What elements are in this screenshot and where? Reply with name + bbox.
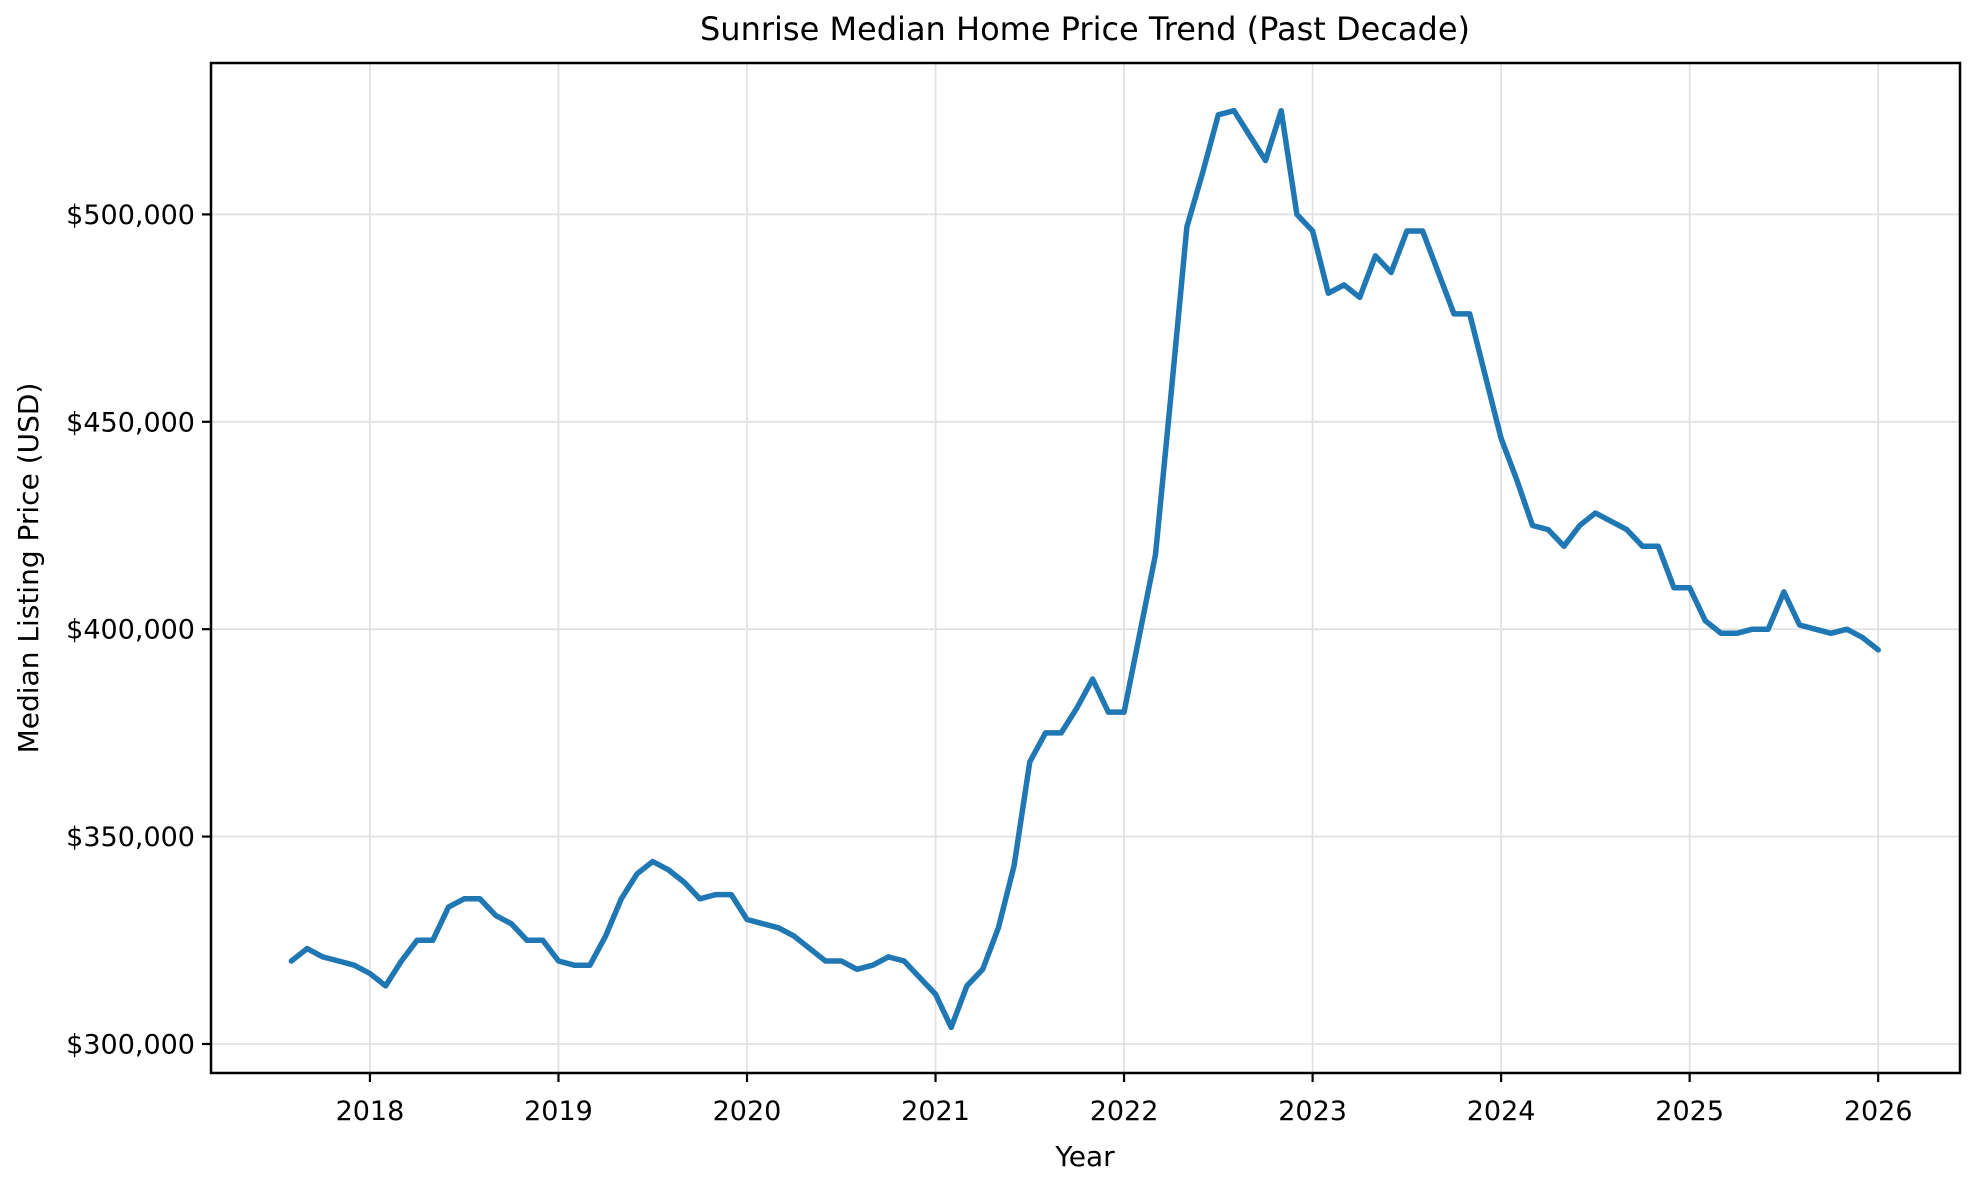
x-tick-label: 2021	[901, 1096, 970, 1127]
gridlines	[211, 63, 1960, 1073]
x-tick-label: 2024	[1467, 1096, 1536, 1127]
x-tick-label: 2023	[1278, 1096, 1347, 1127]
x-tick-label: 2018	[336, 1096, 405, 1127]
y-tick-labels: $300,000 $350,000 $400,000 $450,000 $500,000	[66, 200, 195, 1061]
x-tick-label: 2020	[713, 1096, 782, 1127]
x-tick-label: 2022	[1090, 1096, 1159, 1127]
axis-tick-marks	[202, 213, 1880, 1082]
y-tick-label: $350,000	[66, 822, 195, 853]
median-price-trend-line	[288, 107, 1881, 1031]
x-tick-label: 2026	[1844, 1096, 1913, 1127]
x-tick-label: 2025	[1655, 1096, 1724, 1127]
y-tick-label: $500,000	[66, 200, 195, 231]
y-tick-label: $450,000	[66, 407, 195, 438]
chart-title: Sunrise Median Home Price Trend (Past De…	[700, 10, 1470, 48]
x-tick-label: 2019	[524, 1096, 593, 1127]
x-axis-label: Year	[1054, 1140, 1115, 1173]
y-tick-label: $400,000	[66, 615, 195, 646]
x-tick-labels: 2018 2019 2020 2021 2022 2023 2024 2025 2026	[336, 1096, 1913, 1127]
y-tick-label: $300,000	[66, 1029, 195, 1060]
plot-border	[209, 61, 1962, 1075]
y-axis-label: Median Listing Price (USD)	[12, 383, 45, 754]
